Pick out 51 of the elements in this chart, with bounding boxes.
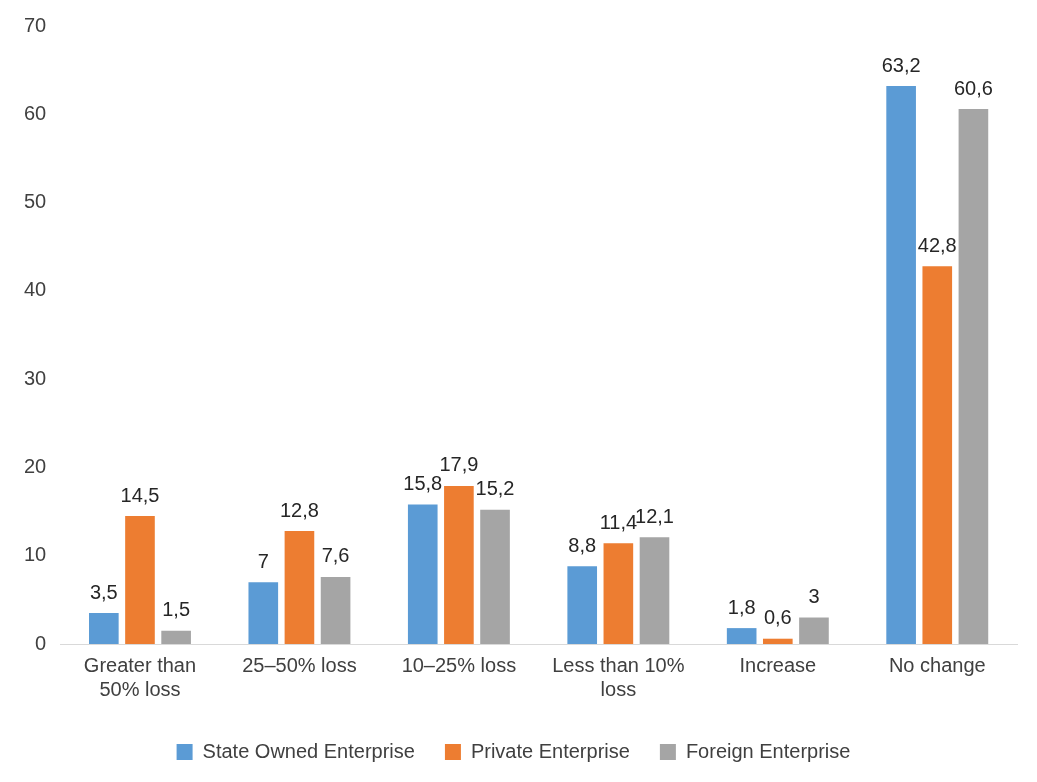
- data-label: 12,1: [635, 504, 674, 527]
- bar: [886, 86, 916, 644]
- bar: [603, 543, 634, 644]
- data-label: 0,6: [763, 606, 792, 629]
- bar: [444, 485, 474, 644]
- data-label: 15,2: [475, 477, 515, 500]
- data-label: 14,5: [120, 483, 160, 506]
- bar: [726, 628, 757, 644]
- data-label: 7: [257, 549, 269, 572]
- bar: [284, 530, 315, 644]
- x-tick-label: Greater than 50% loss: [83, 653, 197, 700]
- y-tick-label: 10: [24, 543, 47, 566]
- bar: [320, 576, 351, 644]
- x-tick-label: No change: [888, 653, 986, 676]
- data-label: 63,2: [881, 53, 921, 76]
- legend-label: Foreign Enterprise: [685, 739, 851, 762]
- bar: [922, 266, 953, 644]
- data-label: 7,6: [321, 544, 350, 567]
- y-tick-label: 70: [24, 13, 47, 36]
- y-tick-label: 50: [24, 190, 47, 213]
- x-tick-label: 10–25% loss: [401, 653, 517, 676]
- data-label: 11,4: [599, 510, 638, 533]
- bar: [407, 504, 438, 644]
- data-label: 42,8: [917, 233, 957, 256]
- data-label: 12,8: [279, 498, 319, 521]
- data-label: 3: [808, 585, 820, 608]
- x-tick-label: 25–50% loss: [242, 653, 357, 676]
- bar: [480, 509, 510, 644]
- data-label: 8,8: [568, 533, 597, 556]
- legend-label: Private Enterprise: [470, 739, 630, 762]
- bar: [248, 582, 279, 644]
- legend-label: State Owned Enterprise: [202, 739, 415, 762]
- y-tick-label: 60: [24, 101, 47, 124]
- data-label: 3,5: [89, 580, 118, 603]
- y-tick-label: 0: [35, 631, 47, 654]
- y-tick-label: 30: [24, 366, 47, 389]
- data-label: 1,8: [727, 595, 756, 618]
- y-tick-label: 20: [24, 454, 47, 477]
- data-label: 1,5: [162, 598, 191, 621]
- bar: [958, 108, 989, 644]
- bar: [762, 638, 793, 644]
- bar: [161, 630, 191, 644]
- bar: [639, 537, 670, 644]
- bar: [89, 613, 119, 644]
- x-tick-label: Less than 10% loss: [552, 653, 685, 700]
- y-tick-label: 40: [24, 278, 47, 301]
- bar: [799, 617, 829, 644]
- bar: [125, 515, 155, 644]
- bar: [567, 566, 598, 644]
- data-label: 60,6: [953, 76, 993, 99]
- x-tick-label: Increase: [739, 653, 817, 676]
